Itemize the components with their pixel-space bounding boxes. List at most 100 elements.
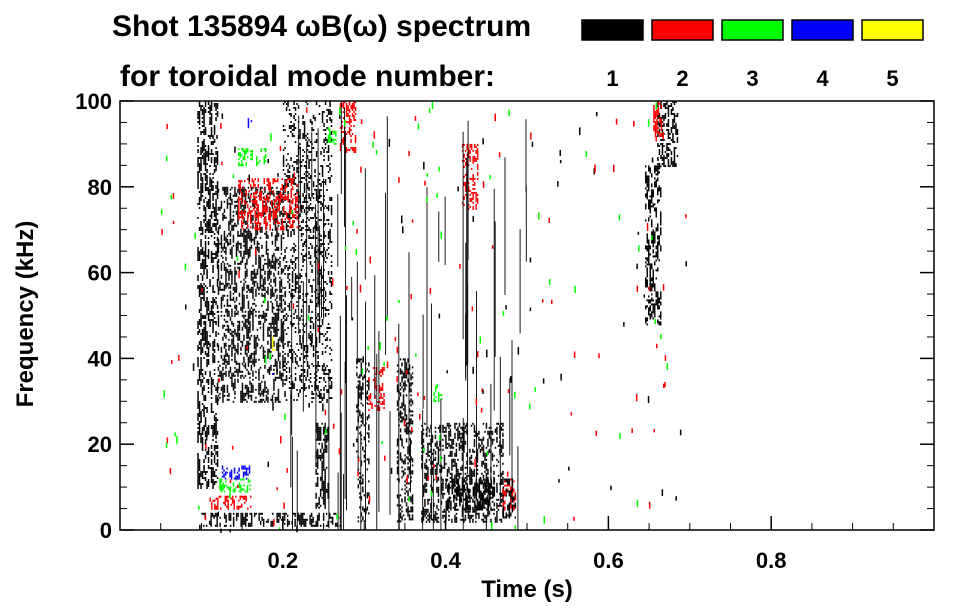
spectrum-cell <box>311 247 313 249</box>
spectrum-cell <box>357 360 360 363</box>
spectrum-cell <box>209 185 211 187</box>
spectrum-cell <box>250 290 253 293</box>
spectrum-cell <box>366 492 369 495</box>
spectrum-cell <box>321 470 323 473</box>
spectrum-cell <box>229 208 232 211</box>
spectrum-cell <box>308 387 310 389</box>
spectrum-cell <box>268 276 271 279</box>
spectrum-cell <box>401 420 403 423</box>
spectrum-cell <box>225 272 227 275</box>
spectrum-cell <box>267 368 269 371</box>
spectrum-cell <box>252 214 254 217</box>
spectrum-cell <box>253 346 256 349</box>
spectrum-cell <box>234 276 236 279</box>
spectrum-cell <box>204 417 207 419</box>
spectrum-cell <box>223 200 226 203</box>
spectrum-cell <box>200 245 202 247</box>
spectrum-cell <box>207 223 210 225</box>
spectrum-cell <box>250 232 253 235</box>
spectrum-cell <box>212 323 214 325</box>
spectrum-cell <box>229 328 232 331</box>
spectrum-cell <box>308 209 310 211</box>
spectrum-cell <box>322 516 325 519</box>
spectrum-cell <box>210 153 213 155</box>
spectrum-cell <box>203 133 205 135</box>
spectrum-cell <box>312 524 314 527</box>
spectrum-cell <box>204 455 207 457</box>
spectrum-cell <box>241 518 244 521</box>
spectrum-cell <box>288 171 291 173</box>
spectrum-cell <box>198 293 201 295</box>
spectrum-cell <box>201 373 204 375</box>
spectrum-cell <box>309 207 312 209</box>
spectrum-cell <box>315 484 317 487</box>
spectrum-cell <box>314 171 316 173</box>
spectrum-cell <box>213 171 216 173</box>
spectrum-cell <box>223 294 226 297</box>
spectrum-cell <box>252 390 254 393</box>
spectrum-cell <box>205 524 208 527</box>
spectrum-cell <box>316 482 319 485</box>
spectrum-cell <box>324 299 327 301</box>
spectrum-cell <box>284 287 286 289</box>
spectrum-cell <box>210 131 213 133</box>
spectrum-cell <box>207 347 210 349</box>
spectrum-cell <box>264 292 266 295</box>
spectrum-cell <box>311 287 313 289</box>
spectrum-cell <box>324 496 326 499</box>
spectrum-cell <box>225 320 227 323</box>
spectrum-cell <box>302 201 304 203</box>
spectrum-cell <box>271 290 274 293</box>
spectrum-cell <box>323 139 325 141</box>
spectrum-cell <box>309 518 311 521</box>
spectrum-cell <box>303 135 306 137</box>
spectrum-cell <box>323 249 325 251</box>
spectrum-cell <box>246 354 248 357</box>
spectrum-cell <box>215 451 217 453</box>
spectrum-cell <box>273 306 275 309</box>
spectrum-cell <box>326 219 328 221</box>
spectrum-cell <box>210 133 213 135</box>
spectrum-cell <box>280 378 283 381</box>
spectrum-cell <box>198 319 201 321</box>
spectrum-cell <box>216 187 219 189</box>
spectrum-cell <box>203 139 205 141</box>
spectrum-cell <box>216 311 219 313</box>
spectrum-cell <box>323 199 325 201</box>
spectrum-cell <box>314 377 316 379</box>
spectrum-cell <box>282 215 285 217</box>
spectrum-cell <box>294 205 297 207</box>
spectrum-cell <box>234 346 236 349</box>
spectrum-cell <box>225 372 227 375</box>
spectrum-cell <box>255 280 257 283</box>
spectrum-cell <box>231 378 233 381</box>
spectrum-cell <box>318 438 320 441</box>
spectrum-cell <box>249 248 251 251</box>
spectrum-cell <box>222 214 224 217</box>
spectrum-cell <box>267 260 269 263</box>
spectrum-cell <box>308 367 310 369</box>
spectrum-cell <box>223 304 226 307</box>
spectrum-cell <box>229 292 232 295</box>
spectrum-cell <box>200 323 202 325</box>
spectrum-cell <box>255 400 257 403</box>
spectrum-cell <box>207 431 210 433</box>
spectrum-cell <box>276 520 278 523</box>
spectrum-cell <box>303 347 306 349</box>
spectrum-cell <box>308 307 310 309</box>
spectrum-cell <box>215 421 217 423</box>
spectrum-cell <box>324 137 327 139</box>
spectrum-cell <box>237 332 239 335</box>
spectrum-cell <box>285 375 288 377</box>
spectrum-cell <box>312 518 314 521</box>
spectrum-cell <box>280 238 283 241</box>
spectrum-cell <box>300 211 303 213</box>
spectrum-cell <box>325 524 328 527</box>
spectrum-cell <box>322 450 325 453</box>
spectrum-cell <box>294 377 297 379</box>
spectrum-cell <box>291 279 294 281</box>
spectrum-cell <box>277 248 280 251</box>
spectrum-cell <box>267 388 269 391</box>
spectrum-cell <box>246 236 248 239</box>
spectrum-cell <box>326 115 328 117</box>
